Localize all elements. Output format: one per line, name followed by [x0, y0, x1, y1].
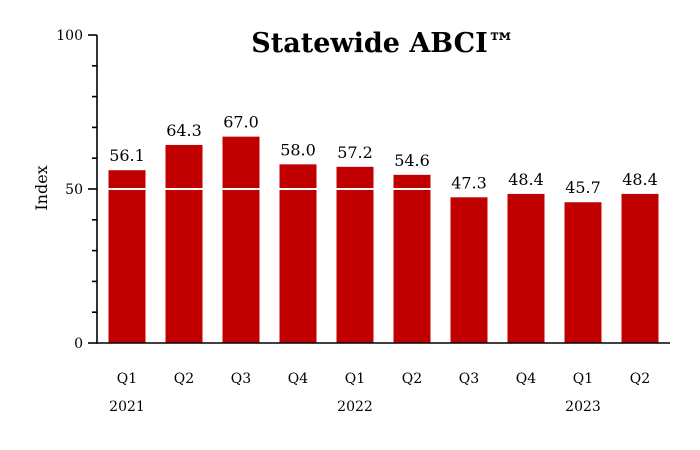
bar-2	[165, 144, 203, 343]
data-labels-group: 56.1 64.3 67.0 58.0 57.2 54.6 47.3 48.4 45.7 48.4	[109, 113, 658, 198]
bar-1	[108, 170, 146, 343]
data-label-5: 57.2	[337, 143, 373, 162]
x-tick-label-9: Q1	[573, 371, 593, 387]
y-tick-label-50: 50	[65, 182, 83, 198]
x-axis: Q1 Q2 Q3 Q4 Q1 Q2 Q3 Q4 Q1 Q2 2021 2022 2023	[96, 342, 670, 415]
x-tick-label-4: Q4	[288, 371, 308, 387]
x-tick-label-1: Q1	[117, 371, 137, 387]
bars-group	[108, 136, 659, 343]
y-axis: 0 50 100	[56, 28, 98, 352]
bar-8	[507, 193, 545, 343]
data-label-1: 56.1	[109, 146, 145, 165]
bar-3	[222, 136, 260, 343]
bar-6	[393, 174, 431, 343]
year-label-2023: 2023	[565, 399, 601, 415]
data-label-4: 58.0	[280, 140, 316, 159]
bar-5	[336, 166, 374, 343]
data-label-3: 67.0	[223, 113, 259, 132]
x-tick-label-6: Q2	[402, 371, 422, 387]
x-tick-label-7: Q3	[459, 371, 479, 387]
bar-7	[450, 197, 488, 343]
y-axis-label: Index	[32, 165, 51, 210]
data-label-10: 48.4	[622, 170, 658, 189]
data-label-2: 64.3	[166, 121, 202, 140]
bar-4	[279, 164, 317, 343]
year-label-2022: 2022	[337, 399, 373, 415]
y-tick-label-0: 0	[74, 336, 83, 352]
data-label-7: 47.3	[451, 173, 487, 192]
data-label-8: 48.4	[508, 170, 544, 189]
x-tick-label-10: Q2	[630, 371, 650, 387]
data-label-6: 54.6	[394, 151, 430, 170]
x-tick-label-8: Q4	[516, 371, 536, 387]
y-tick-label-100: 100	[56, 28, 83, 44]
data-label-9: 45.7	[565, 178, 601, 197]
x-tick-label-3: Q3	[231, 371, 251, 387]
x-tick-label-5: Q1	[345, 371, 365, 387]
x-tick-label-2: Q2	[174, 371, 194, 387]
bar-10	[621, 193, 659, 343]
chart-title: Statewide ABCI™	[251, 28, 514, 59]
bar-9	[564, 202, 602, 343]
year-label-2021: 2021	[109, 399, 145, 415]
